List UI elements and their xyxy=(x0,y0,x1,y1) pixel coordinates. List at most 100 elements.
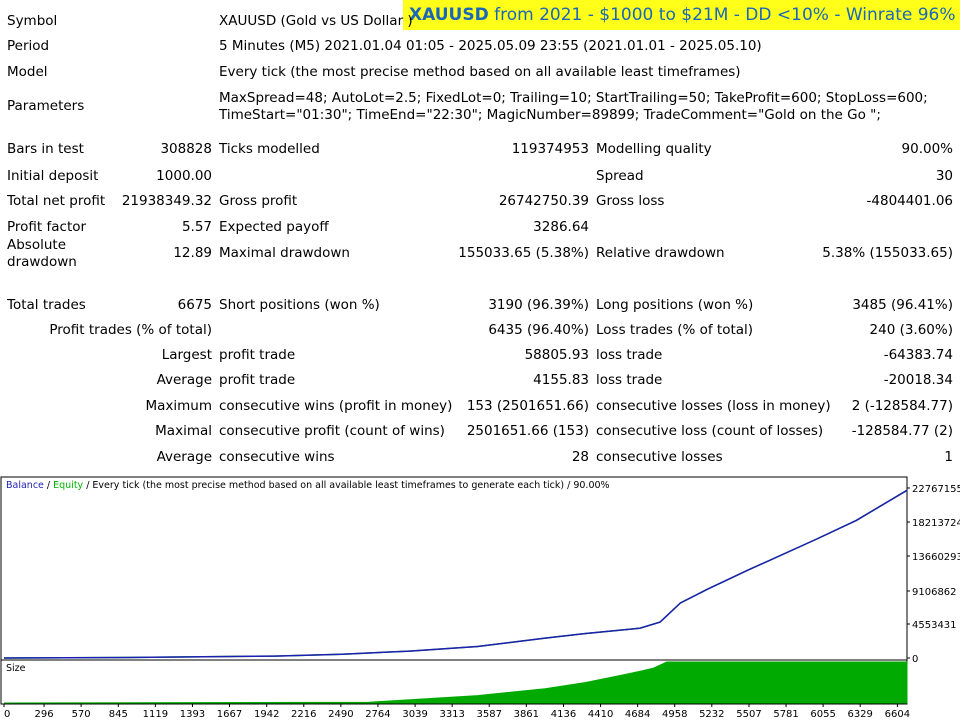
stat-label-1: Total trades xyxy=(7,297,86,313)
stat-value-2: 4155.83 xyxy=(533,372,589,388)
stat-label-3: consecutive losses (loss in money) xyxy=(596,398,831,414)
stat-value-1: 12.89 xyxy=(173,245,212,261)
x-tick-label: 4958 xyxy=(662,709,687,720)
period-value: 5 Minutes (M5) 2021.01.04 01:05 - 2025.0… xyxy=(219,38,762,54)
y-tick-label: 18213724 xyxy=(912,518,960,529)
stat-label-3: Loss trades (% of total) xyxy=(596,322,754,338)
y-axis: 22767155 18213724 13660293 9106862 4553431 0 xyxy=(907,484,960,665)
stat-value-2: 26742750.39 xyxy=(498,193,589,209)
stat-label-3: consecutive loss (count of losses) xyxy=(596,423,824,439)
stat-value-3: 2 (-128584.77) xyxy=(851,398,953,414)
stat-label-2: Expected payoff xyxy=(219,219,329,235)
x-tick-label: 4136 xyxy=(551,709,576,720)
symbol-value: XAUUSD (Gold vs US Dollar ) xyxy=(219,13,413,29)
legend-equity: Equity xyxy=(53,480,83,491)
x-tick-label: 5507 xyxy=(736,709,761,720)
x-tick-label: 6329 xyxy=(847,709,872,720)
model-value: Every tick (the most precise method base… xyxy=(219,64,741,80)
stat-value-2: 6435 (96.40%) xyxy=(488,322,589,338)
stat-value-1: Largest xyxy=(161,347,212,363)
x-tick-label: 5232 xyxy=(699,709,724,720)
stat-value-1: Average xyxy=(156,449,212,465)
balance-plot-frame xyxy=(0,476,908,661)
stat-label-2: Short positions (won %) xyxy=(219,297,380,313)
x-tick-label: 3587 xyxy=(477,709,502,720)
stat-label-1-line-2: drawdown xyxy=(7,254,77,270)
stat-label-1: Absolute xyxy=(7,237,67,253)
x-tick-label: 0 xyxy=(4,709,10,720)
balance-chart: Balance / Equity / Every tick (the most … xyxy=(0,474,960,720)
parameters-label: Parameters xyxy=(7,98,85,114)
stat-value-3: -64383.74 xyxy=(883,347,953,363)
symbol-label: Symbol xyxy=(7,13,58,29)
y-tick-label: 13660293 xyxy=(912,552,960,563)
stat-value-1: 5.57 xyxy=(181,219,212,235)
stat-label-2: Ticks modelled xyxy=(219,141,320,157)
stat-label-3: Gross loss xyxy=(596,193,665,209)
legend-balance: Balance xyxy=(6,480,44,491)
line-layer xyxy=(3,489,908,659)
y-tick-label: 22767155 xyxy=(912,484,960,495)
stat-label-3: Modelling quality xyxy=(596,141,712,157)
stat-value-3: 3485 (96.41%) xyxy=(852,297,953,313)
chart-legend: Balance / Equity / Every tick (the most … xyxy=(6,480,610,491)
x-tick-label: 845 xyxy=(109,709,128,720)
x-tick-label: 3861 xyxy=(514,709,539,720)
x-tick-label: 3313 xyxy=(439,709,464,720)
stat-value-3: -4804401.06 xyxy=(866,193,953,209)
stat-value-2: 153 (2501651.66) xyxy=(466,398,589,414)
x-tick-label: 2490 xyxy=(328,709,353,720)
stat-value-1: 1000.00 xyxy=(156,168,212,184)
legend-rest: / Every tick (the most precise method ba… xyxy=(83,480,609,491)
stat-label-3: loss trade xyxy=(596,347,663,363)
stat-value-1: Average xyxy=(156,372,212,388)
stat-value-2: 2501651.66 (153) xyxy=(466,423,589,439)
stat-value-3: 1 xyxy=(944,449,953,465)
x-tick-label: 1119 xyxy=(143,709,168,720)
stat-value-2: 155033.65 (5.38%) xyxy=(458,245,589,261)
x-tick-label: 1393 xyxy=(180,709,205,720)
size-area xyxy=(3,661,908,704)
stat-value-1: 21938349.32 xyxy=(121,193,212,209)
stat-value-2: 28 xyxy=(571,449,589,465)
stat-label-3: loss trade xyxy=(596,372,663,388)
x-tick-label: 4410 xyxy=(588,709,613,720)
x-tick-label: 6055 xyxy=(810,709,835,720)
backtest-report: XAUUSD from 2021 - $1000 to $21M - DD <1… xyxy=(7,0,960,465)
x-tick-label: 4684 xyxy=(625,709,650,720)
banner-symbol: XAUUSD xyxy=(409,5,489,25)
stat-label-2: consecutive wins (profit in money) xyxy=(219,398,453,414)
x-tick-label: 296 xyxy=(34,709,53,720)
stat-label-3: Spread xyxy=(596,168,644,184)
y-tick-label: 9106862 xyxy=(912,587,957,598)
stat-value-3: -20018.34 xyxy=(883,372,953,388)
stat-value-2: 58805.93 xyxy=(524,347,589,363)
promo-banner: XAUUSD from 2021 - $1000 to $21M - DD <1… xyxy=(403,0,960,30)
stat-value-3: 240 (3.60%) xyxy=(869,322,953,338)
stat-label-3: Long positions (won %) xyxy=(596,297,754,313)
stat-value-3: 90.00% xyxy=(901,141,953,157)
stat-value-1: Maximum xyxy=(145,398,212,414)
size-label: Size xyxy=(6,663,26,674)
stat-label-2: profit trade xyxy=(219,347,296,363)
x-tick-label: 6604 xyxy=(885,709,910,720)
balance-line xyxy=(3,489,908,659)
stat-label-2: Gross profit xyxy=(219,193,298,209)
size-layer xyxy=(3,661,908,704)
stat-label-1: Profit factor xyxy=(7,219,87,235)
x-tick-label: 1942 xyxy=(254,709,279,720)
x-tick-label: 3039 xyxy=(402,709,427,720)
stat-label-1: Total net profit xyxy=(7,193,106,209)
x-tick-label: 570 xyxy=(72,709,91,720)
y-tick-label: 0 xyxy=(912,654,918,665)
parameters-line-1: MaxSpread=48; AutoLot=2.5; FixedLot=0; T… xyxy=(219,90,928,106)
x-tick-label: 5781 xyxy=(773,709,798,720)
stat-value-2: 3190 (96.39%) xyxy=(488,297,589,313)
stat-label-1: Bars in test xyxy=(7,141,84,157)
stat-value-1: Profit trades (% of total) xyxy=(49,322,212,338)
stat-value-2: 119374953 xyxy=(511,141,589,157)
x-tick-label: 2216 xyxy=(291,709,316,720)
stat-value-1: 6675 xyxy=(177,297,212,313)
x-axis: 0 296 570 845 1119 1393 1667 1942 2216 2490 2764 30… xyxy=(3,704,910,720)
stat-label-2: profit trade xyxy=(219,372,296,388)
